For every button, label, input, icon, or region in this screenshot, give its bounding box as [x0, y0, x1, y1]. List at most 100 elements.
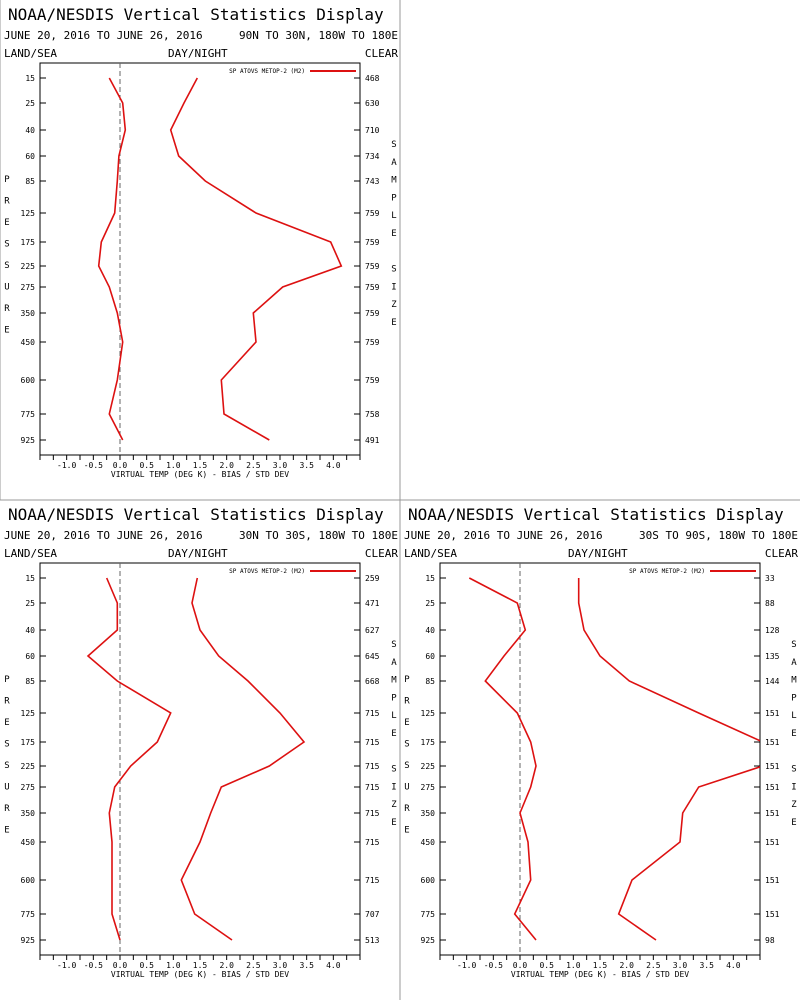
day-night-label: DAY/NIGHT	[168, 547, 228, 560]
x-tick-label: 2.5	[646, 961, 661, 970]
sample-size-label: 715	[365, 738, 380, 747]
pressure-level-label: 85	[425, 677, 435, 686]
sample-size-label: 645	[365, 652, 380, 661]
x-tick-label: 3.5	[299, 961, 314, 970]
x-tick-label: -1.0	[57, 461, 76, 470]
pressure-axis-letter: R	[4, 697, 10, 707]
bias-series-line	[469, 578, 536, 940]
x-tick-label: 2.0	[219, 961, 234, 970]
x-tick-label: 2.5	[246, 961, 261, 970]
pressure-level-label: 175	[21, 238, 36, 247]
day-night-label: DAY/NIGHT	[568, 547, 628, 560]
sample-size-axis-letter: E	[391, 229, 396, 239]
sample-size-axis-letter: M	[391, 676, 397, 686]
pressure-level-label: 925	[21, 936, 36, 945]
chart-region: 90N TO 30N, 180W TO 180E	[239, 29, 398, 42]
pressure-axis-letter: R	[4, 304, 10, 314]
sample-size-label: 135	[765, 652, 780, 661]
sample-size-axis-letter: E	[791, 818, 796, 828]
chart-date-range: JUNE 20, 2016 TO JUNE 26, 2016	[4, 529, 203, 542]
sample-size-label: 715	[365, 709, 380, 718]
clear-label: CLEAR	[365, 47, 398, 60]
legend-text: SP ATOVS METOP-2 (M2)	[629, 568, 705, 575]
x-tick-label: -1.0	[457, 961, 476, 970]
pressure-level-label: 60	[25, 152, 35, 161]
sample-size-axis-letter: A	[791, 658, 797, 668]
pressure-level-label: 600	[21, 376, 36, 385]
clear-label: CLEAR	[765, 547, 798, 560]
chart-title: NOAA/NESDIS Vertical Statistics Display	[408, 505, 784, 524]
x-tick-label: 0.0	[113, 461, 128, 470]
pressure-level-label: 15	[425, 574, 435, 583]
pressure-level-label: 350	[21, 309, 36, 318]
pressure-level-label: 25	[425, 599, 435, 608]
chart-region: 30N TO 30S, 180W TO 180E	[239, 529, 398, 542]
sample-size-label: 128	[765, 626, 780, 635]
pressure-level-label: 275	[21, 783, 36, 792]
sample-size-label: 151	[765, 709, 780, 718]
x-tick-label: 3.0	[273, 461, 288, 470]
clear-label: CLEAR	[365, 547, 398, 560]
pressure-axis-letter: E	[4, 326, 9, 336]
pressure-level-label: 40	[25, 126, 35, 135]
pressure-level-label: 85	[25, 677, 35, 686]
pressure-axis-letter: S	[404, 761, 409, 771]
pressure-axis-letter: E	[4, 826, 9, 836]
sample-size-axis-letter: S	[391, 265, 396, 275]
sample-size-label: 259	[365, 574, 380, 583]
pressure-level-label: 175	[21, 738, 36, 747]
x-tick-label: 0.0	[113, 961, 128, 970]
sample-size-label: 715	[365, 838, 380, 847]
pressure-level-label: 60	[25, 652, 35, 661]
sample-size-label: 759	[365, 309, 380, 318]
pressure-level-label: 775	[21, 910, 36, 919]
pressure-level-label: 15	[25, 574, 35, 583]
land-sea-label: LAND/SEA	[404, 547, 457, 560]
x-tick-label: 4.0	[726, 961, 741, 970]
pressure-axis-letter: S	[4, 261, 9, 271]
sample-size-label: 759	[365, 283, 380, 292]
x-tick-label: 2.5	[246, 461, 261, 470]
sample-size-axis-letter: S	[391, 140, 396, 150]
sample-size-axis-letter: A	[391, 158, 397, 168]
sample-size-label: 151	[765, 762, 780, 771]
x-tick-label: 1.5	[193, 461, 208, 470]
x-tick-label: 0.5	[139, 461, 154, 470]
pressure-level-label: 925	[421, 936, 436, 945]
pressure-level-label: 175	[421, 738, 436, 747]
sample-size-label: 759	[365, 209, 380, 218]
bias-series-line	[99, 78, 126, 440]
x-tick-label: -1.0	[57, 961, 76, 970]
x-axis-label: VIRTUAL TEMP (DEG K) - BIAS / STD DEV	[511, 970, 689, 979]
sample-size-label: 98	[765, 936, 775, 945]
x-tick-label: 1.5	[593, 961, 608, 970]
sample-size-axis-letter: S	[791, 640, 796, 650]
x-axis-label: VIRTUAL TEMP (DEG K) - BIAS / STD DEV	[111, 470, 289, 479]
sample-size-label: 151	[765, 910, 780, 919]
sample-size-label: 743	[365, 177, 380, 186]
sample-size-label: 759	[365, 262, 380, 271]
sample-size-label: 144	[765, 677, 780, 686]
land-sea-label: LAND/SEA	[4, 547, 57, 560]
sample-size-label: 668	[365, 677, 380, 686]
x-tick-label: 1.5	[193, 961, 208, 970]
sample-size-axis-letter: Z	[391, 300, 397, 310]
sample-size-axis-letter: M	[791, 676, 797, 686]
sample-size-label: 707	[365, 910, 380, 919]
sample-size-label: 513	[365, 936, 380, 945]
pressure-level-label: 125	[21, 709, 36, 718]
pressure-level-label: 60	[425, 652, 435, 661]
x-tick-label: -0.5	[84, 961, 103, 970]
pressure-level-label: 925	[21, 436, 36, 445]
pressure-level-label: 450	[21, 338, 36, 347]
sample-size-axis-letter: Z	[791, 800, 797, 810]
sample-size-axis-letter: I	[391, 282, 396, 292]
sample-size-label: 151	[765, 783, 780, 792]
x-axis-label: VIRTUAL TEMP (DEG K) - BIAS / STD DEV	[111, 970, 289, 979]
x-tick-label: 2.0	[619, 961, 634, 970]
land-sea-label: LAND/SEA	[4, 47, 57, 60]
sample-size-label: 715	[365, 783, 380, 792]
pressure-axis-letter: P	[4, 675, 10, 685]
sample-size-axis-letter: P	[791, 693, 797, 703]
